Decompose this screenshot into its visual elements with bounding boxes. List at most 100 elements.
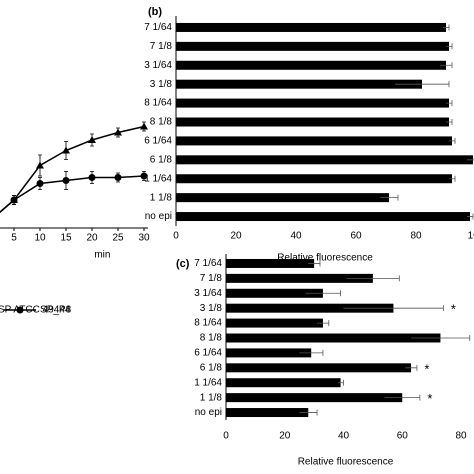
bar (226, 333, 441, 343)
x-tick-label: 0 (173, 231, 179, 242)
y-tick-label: no epi (195, 407, 222, 418)
significance-marker: * (424, 361, 429, 376)
x-tick-label: 30 (138, 233, 150, 244)
x-tick-label: 10 (34, 233, 46, 244)
error-bar (467, 159, 474, 161)
y-tick-label: 7 1/8 (200, 273, 223, 284)
x-axis-label: min (94, 250, 110, 261)
y-tick-label: 8 1/8 (150, 117, 173, 128)
y-tick-label: 7 1/64 (144, 22, 172, 33)
x-tick-label: 15 (60, 233, 72, 244)
y-tick-label: 8 1/64 (194, 318, 222, 329)
bar (226, 408, 309, 418)
error-bar (449, 175, 456, 182)
y-tick-label: 7 1/64 (194, 258, 222, 269)
x-tick-label: 25 (112, 233, 124, 244)
error-bar (440, 62, 453, 69)
error-bar (337, 379, 344, 386)
error-bar (446, 43, 453, 50)
bar (176, 22, 446, 32)
point (10, 196, 18, 204)
y-tick-label: 3 1/64 (144, 60, 172, 71)
y-tick-label: 1 1/8 (200, 392, 223, 403)
x-tick-label: 20 (86, 233, 98, 244)
error-bar (449, 137, 456, 144)
bar (176, 41, 449, 51)
y-tick-label: 3 1/8 (150, 79, 173, 90)
y-tick-label: 1 1/64 (194, 377, 222, 388)
error-bar (299, 409, 318, 416)
y-tick-label: 3 1/64 (194, 288, 222, 299)
point (88, 174, 96, 181)
error-bar (405, 364, 418, 371)
error-bar (443, 24, 450, 31)
error-bar (467, 213, 474, 220)
x-tick-label: 40 (338, 431, 350, 442)
point (62, 177, 70, 184)
bar (226, 318, 323, 328)
bar (226, 288, 323, 298)
significance-marker: * (451, 302, 456, 317)
legend-marker (16, 306, 24, 314)
y-tick-label: 7 1/8 (150, 41, 173, 52)
series-line (0, 125, 145, 214)
point (88, 136, 96, 143)
bar (176, 174, 452, 184)
x-tick-label: 100 (468, 231, 474, 242)
y-tick-label: 1 1/64 (144, 173, 172, 184)
bar (176, 155, 473, 165)
point (62, 146, 70, 154)
point (140, 122, 148, 130)
error-bar (346, 275, 400, 282)
error-bar (446, 119, 453, 125)
error-bar (305, 290, 341, 297)
error-bar (317, 320, 330, 327)
y-tick-label: 8 1/8 (200, 333, 223, 344)
bar (176, 117, 449, 127)
y-tick-label: 6 1/8 (200, 362, 223, 373)
error-bar (446, 100, 453, 107)
x-tick-label: 80 (455, 431, 467, 442)
point (114, 174, 122, 181)
bar (176, 212, 470, 222)
y-tick-label: 8 1/64 (144, 98, 172, 109)
error-bar (395, 81, 450, 88)
bar (226, 258, 315, 268)
y-tick-label: 1 1/8 (150, 192, 173, 203)
x-axis-label: Relative fluorescence (277, 253, 373, 264)
y-tick-label: 6 1/64 (194, 348, 222, 359)
x-tick-label: 60 (397, 431, 409, 442)
x-tick-label: 40 (290, 231, 302, 242)
error-bar (384, 394, 421, 401)
bar (176, 98, 449, 108)
x-tick-label: 60 (350, 231, 362, 242)
error-bar (411, 335, 471, 341)
bar (176, 79, 422, 89)
series-line (0, 175, 145, 214)
bar (226, 363, 412, 373)
y-tick-label: 3 1/8 (200, 303, 223, 314)
error-bar (343, 305, 444, 312)
bar (226, 393, 403, 403)
bar (226, 273, 373, 283)
bar (226, 303, 394, 313)
significance-marker: * (427, 391, 432, 406)
legend-label: SP_P8 (40, 305, 72, 316)
point (36, 180, 44, 187)
y-tick-label: 6 1/8 (150, 154, 173, 165)
bar (176, 60, 446, 70)
x-tick-label: 20 (230, 231, 242, 242)
bar (226, 378, 341, 388)
panel-label: (c) (176, 258, 190, 270)
point (114, 128, 122, 136)
panel-label: (b) (148, 6, 162, 18)
x-tick-label: 5 (11, 233, 17, 244)
point (36, 161, 44, 169)
y-tick-label: no epi (145, 211, 172, 222)
bar (226, 348, 312, 358)
error-bar (308, 260, 321, 267)
x-tick-label: 80 (410, 231, 422, 242)
x-tick-label: 20 (279, 431, 291, 442)
x-axis-label: Relative fluorescence (298, 457, 394, 468)
